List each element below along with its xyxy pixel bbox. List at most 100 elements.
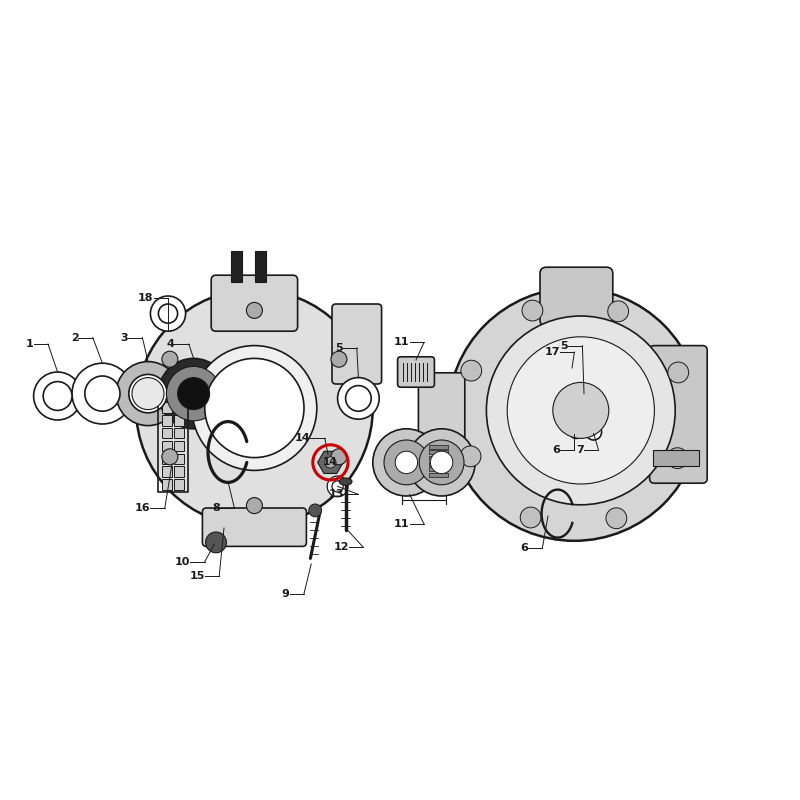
Text: 7: 7 [576,445,584,454]
Text: 1: 1 [26,339,34,349]
Bar [429,462,448,466]
Circle shape [373,429,440,496]
Circle shape [129,374,167,413]
Text: 8: 8 [212,503,220,513]
Text: 6: 6 [520,543,528,553]
Text: 17: 17 [545,347,560,357]
Circle shape [430,451,453,474]
Circle shape [448,288,701,541]
Circle shape [72,363,133,424]
Circle shape [384,440,429,485]
Circle shape [327,476,348,497]
Circle shape [574,401,594,422]
Bar [162,466,172,477]
Bar [162,415,172,426]
Circle shape [460,446,481,466]
Circle shape [331,351,347,367]
Text: 13: 13 [329,490,344,499]
Bar [174,441,184,451]
Bar [231,251,242,282]
Text: 11: 11 [394,519,410,529]
Circle shape [566,394,602,429]
Bar [429,473,448,477]
Text: 16: 16 [134,503,150,513]
Text: 11: 11 [394,338,410,347]
FancyBboxPatch shape [211,275,298,331]
Bar [174,402,184,413]
Bar [429,467,448,471]
Bar [162,454,172,464]
Ellipse shape [339,478,352,485]
FancyBboxPatch shape [418,373,465,441]
Text: 5: 5 [560,341,568,350]
Circle shape [564,420,588,444]
Circle shape [116,362,180,426]
Circle shape [586,424,602,440]
Circle shape [395,451,418,474]
Circle shape [34,372,82,420]
Circle shape [553,382,609,438]
Circle shape [461,360,482,381]
Text: 6: 6 [552,445,560,454]
Text: 10: 10 [175,557,190,566]
Circle shape [150,296,186,331]
Circle shape [192,346,317,470]
Circle shape [178,378,210,410]
Text: 12: 12 [334,542,349,552]
Circle shape [668,362,689,383]
Circle shape [338,378,379,419]
Polygon shape [318,451,343,474]
Circle shape [520,507,541,528]
Circle shape [166,366,221,421]
Bar [429,445,448,449]
Text: 18: 18 [138,293,154,302]
Bar [429,456,448,460]
Circle shape [507,337,654,484]
Circle shape [522,300,543,321]
Bar [162,441,172,451]
Text: 4: 4 [166,339,174,349]
Bar [174,415,184,426]
Text: 14: 14 [323,458,338,467]
Circle shape [136,290,373,526]
FancyBboxPatch shape [540,267,613,326]
Bar [653,450,699,466]
Circle shape [162,449,178,465]
Text: 9: 9 [282,589,290,598]
Circle shape [332,481,343,492]
Circle shape [486,316,675,505]
Bar [162,479,172,490]
Circle shape [205,358,304,458]
Bar [174,479,184,490]
Bar [174,428,184,438]
FancyBboxPatch shape [202,508,306,546]
Circle shape [570,426,582,438]
Text: 3: 3 [120,333,128,342]
Circle shape [419,440,464,485]
FancyBboxPatch shape [398,357,434,387]
Circle shape [325,457,336,468]
Bar [429,450,448,454]
FancyBboxPatch shape [332,304,382,384]
Bar [162,402,172,413]
Circle shape [309,504,322,517]
Text: 5: 5 [334,343,342,353]
Circle shape [606,508,626,529]
Text: 15: 15 [190,571,205,581]
Text: 14: 14 [294,434,310,443]
Circle shape [579,418,608,446]
Circle shape [132,378,164,410]
Circle shape [608,301,629,322]
Circle shape [158,358,229,429]
Circle shape [246,302,262,318]
Bar [174,454,184,464]
FancyBboxPatch shape [650,346,707,483]
Circle shape [43,382,72,410]
Bar [255,251,266,282]
Circle shape [667,448,688,469]
Bar [174,466,184,477]
Text: 2: 2 [70,333,78,342]
Circle shape [206,532,226,553]
Circle shape [162,351,178,367]
Circle shape [331,449,347,465]
